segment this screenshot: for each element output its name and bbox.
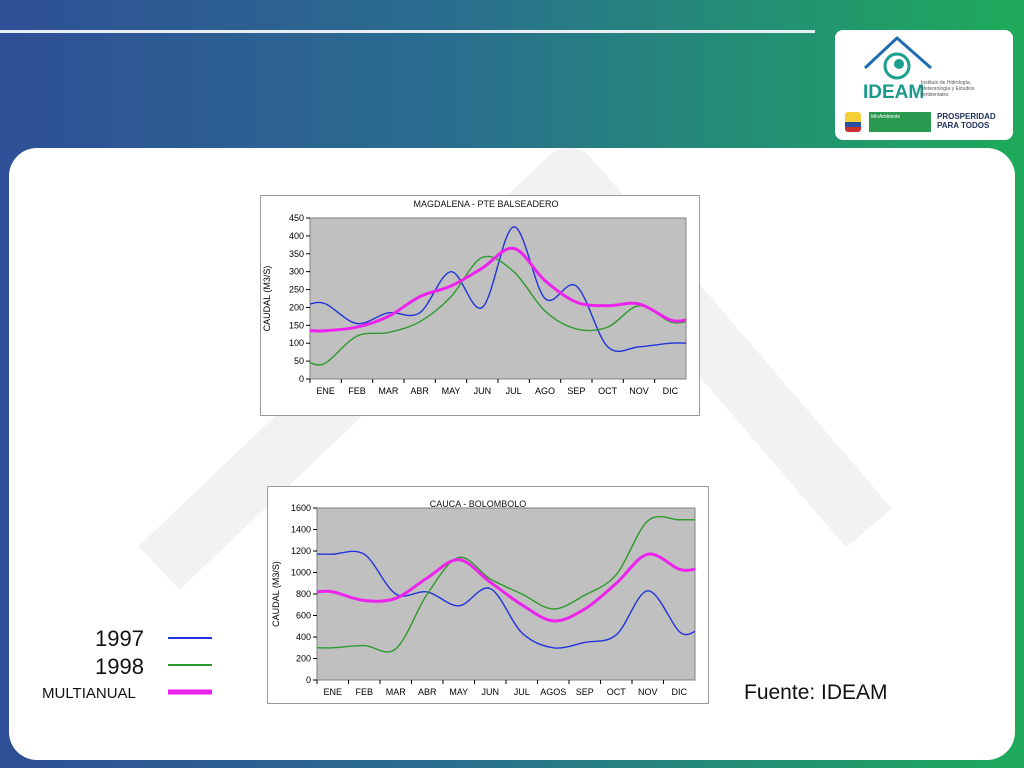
ideam-house-icon	[863, 35, 932, 80]
chart-title: MAGDALENA - PTE BALSEADERO	[413, 199, 559, 209]
y-tick-label: 800	[296, 589, 311, 599]
x-tick-label: JUL	[514, 687, 530, 697]
chart-cauca-plot: 0 200 400 600 800 1000 1200 1400 1600 ENE FEB MAR AB…	[271, 503, 696, 697]
x-tick-label: JUN	[482, 687, 500, 697]
y-tick-label: 100	[289, 338, 304, 348]
x-tick-label: MAR	[378, 386, 399, 396]
x-tick-label: FEB	[348, 386, 366, 396]
legend-label-1998: 1998	[95, 654, 144, 679]
series-line-multianual	[309, 246, 687, 333]
y-tick-label: 150	[289, 320, 304, 330]
x-tick-label: SEP	[567, 386, 585, 396]
x-tick-label: MAY	[442, 386, 461, 396]
series-line-1997	[317, 550, 696, 649]
colombia-seal-icon	[845, 112, 861, 132]
legend-label-1997: 1997	[95, 626, 144, 651]
y-tick-label: 0	[299, 374, 304, 384]
chart-magdalena-plot: 0 50 100 150 200 250 300 350 400 450 ENE FEB MAR ABR M…	[262, 213, 687, 396]
logo-name: IDEAM	[863, 82, 925, 103]
ideam-logo: IDEAM Instituto de Hidrología, Meteorolo…	[835, 30, 1013, 140]
y-tick-label: 600	[296, 611, 311, 621]
y-tick-label: 1400	[291, 525, 311, 535]
x-tick-label: NOV	[629, 386, 649, 396]
x-tick-label: SEP	[576, 687, 594, 697]
x-tick-label: AGO	[535, 386, 555, 396]
y-tick-label: 250	[289, 285, 304, 295]
x-tick-label: MAR	[386, 687, 407, 697]
y-tick-label: 400	[289, 231, 304, 241]
header-rule	[0, 30, 815, 33]
x-tick-label: ENE	[316, 386, 335, 396]
x-tick-label: DIC	[672, 687, 688, 697]
x-tick-label: ABR	[410, 386, 429, 396]
x-tick-label: NOV	[638, 687, 658, 697]
y-tick-label: 350	[289, 249, 304, 259]
y-axis-label: CAUDAL (M3/S)	[262, 266, 272, 332]
x-tick-label: OCT	[598, 386, 618, 396]
logo-subtitle: Instituto de Hidrología, Meteorología y …	[921, 80, 975, 98]
legend-swatches	[168, 637, 212, 695]
x-tick-label: DIC	[663, 386, 679, 396]
watermark-house-icon	[138, 148, 892, 590]
series-line-1998	[316, 515, 696, 653]
x-tick-label: FEB	[355, 687, 373, 697]
y-tick-label: 1000	[291, 568, 311, 578]
series-line-multianual	[316, 552, 696, 623]
legend-label-multianual: MULTIANUAL	[42, 685, 136, 702]
y-tick-label: 450	[289, 213, 304, 223]
x-tick-label: AGOS	[540, 687, 566, 697]
chart-title: CAUCA - BOLOMBOLO	[429, 499, 527, 509]
series-line-1998	[309, 255, 687, 366]
plot-area	[309, 217, 687, 380]
prosperidad-logo: PROSPERIDAD PARA TODOS	[937, 112, 996, 130]
y-tick-label: 300	[289, 267, 304, 277]
ministry-logo: MinAmbiente	[869, 112, 931, 132]
y-tick-label: 200	[289, 302, 304, 312]
y-tick-label: 1600	[291, 503, 311, 513]
x-tick-label: OCT	[607, 687, 627, 697]
y-tick-label: 50	[294, 356, 304, 366]
y-tick-label: 400	[296, 632, 311, 642]
y-axis-label: CAUDAL (M3/S)	[271, 561, 281, 627]
source-note: Fuente: IDEAM	[744, 681, 888, 704]
x-tick-label: ABR	[418, 687, 437, 697]
y-tick-label: 0	[306, 675, 311, 685]
x-tick-label: ENE	[323, 687, 342, 697]
x-tick-label: JUN	[474, 386, 492, 396]
x-tick-label: JUL	[506, 386, 522, 396]
x-tick-label: MAY	[449, 687, 468, 697]
y-tick-label: 200	[296, 654, 311, 664]
y-tick-label: 1200	[291, 546, 311, 556]
